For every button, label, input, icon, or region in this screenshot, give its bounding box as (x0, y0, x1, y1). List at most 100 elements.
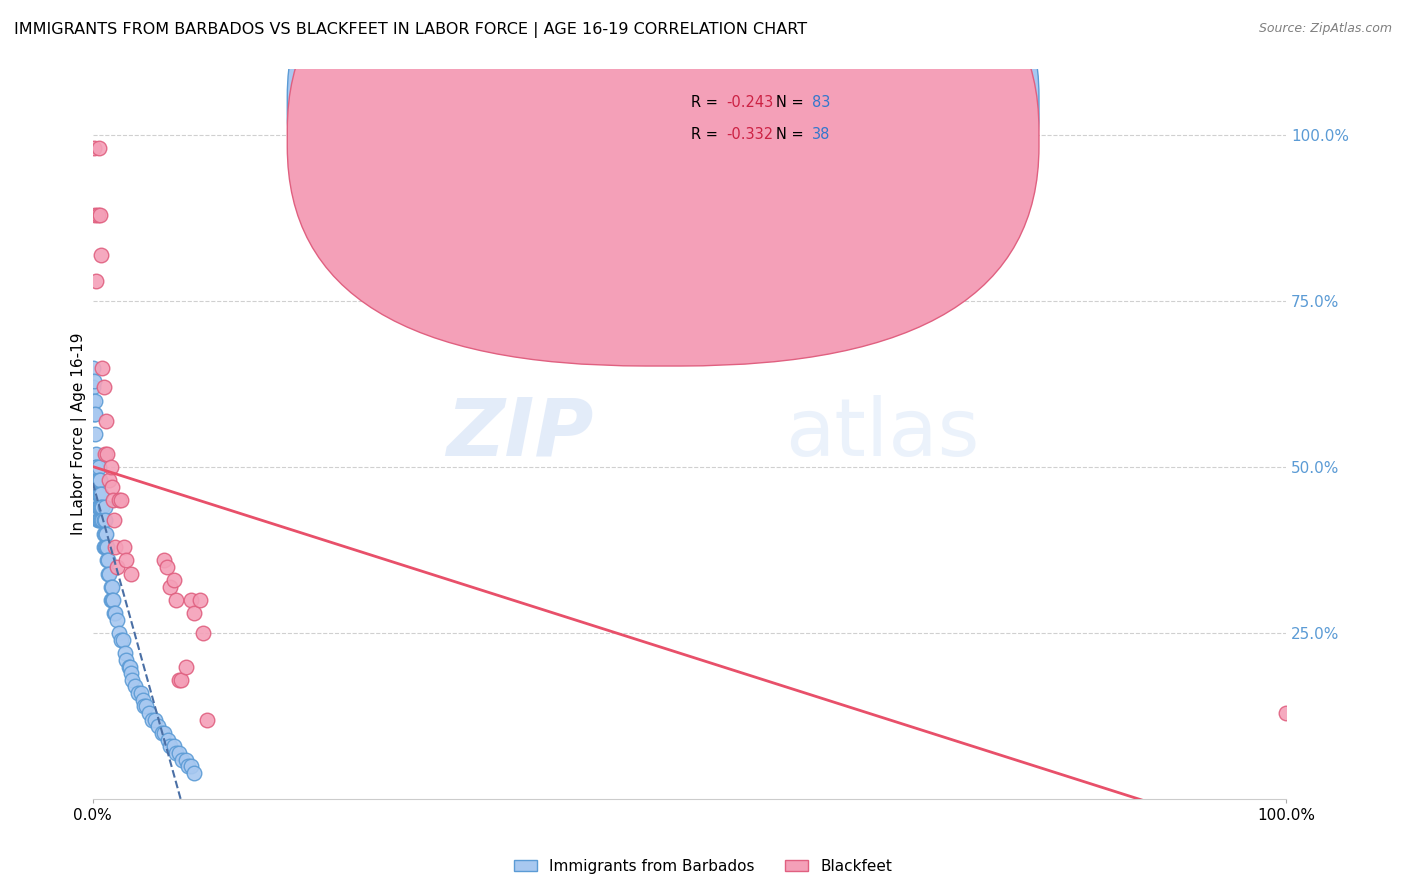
Point (100, 580, 122, 594)
Point (86, 274, 108, 288)
Point (101, 480, 124, 494)
Text: N =: N = (776, 127, 808, 142)
Text: 83: 83 (813, 95, 831, 111)
Point (86, 460, 108, 475)
Point (93, 447, 115, 461)
Point (93, 540, 115, 554)
Point (89, 208, 111, 222)
Point (163, 573, 186, 587)
Point (167, 746, 190, 760)
Point (177, 759, 200, 773)
Point (118, 659, 141, 673)
Text: Source: ZipAtlas.com: Source: ZipAtlas.com (1258, 22, 1392, 36)
Point (84, 427, 107, 442)
Point (132, 693, 155, 707)
Point (1275, 706, 1298, 720)
Point (83, 374, 105, 388)
Point (87, 487, 110, 501)
Point (87, 500, 110, 514)
Point (93, 526, 115, 541)
Point (174, 659, 197, 673)
Point (120, 666, 142, 681)
Text: -0.243: -0.243 (727, 95, 773, 111)
Point (153, 553, 176, 567)
Point (117, 659, 139, 673)
Text: R =: R = (690, 127, 723, 142)
Text: ZIP: ZIP (447, 395, 593, 473)
Point (97, 553, 120, 567)
Point (83, 407, 105, 421)
Point (93, 500, 115, 514)
FancyBboxPatch shape (624, 78, 928, 169)
Point (90, 513, 112, 527)
Point (89, 500, 111, 514)
Point (93, 540, 115, 554)
Point (110, 493, 132, 508)
Point (159, 580, 181, 594)
Point (90, 247, 112, 261)
Point (87, 460, 110, 475)
Point (191, 626, 214, 640)
Point (103, 607, 125, 621)
Point (195, 713, 218, 727)
Text: atlas: atlas (785, 395, 979, 473)
Point (86, 447, 108, 461)
Point (90, 487, 112, 501)
Point (135, 699, 157, 714)
Point (127, 686, 149, 700)
Point (167, 673, 190, 687)
Point (100, 460, 122, 475)
Point (148, 719, 170, 733)
Point (143, 713, 166, 727)
Text: -0.332: -0.332 (727, 127, 773, 142)
Point (163, 739, 186, 754)
Point (112, 540, 135, 554)
Point (105, 613, 128, 627)
Point (165, 746, 187, 760)
Point (91, 500, 114, 514)
Point (98, 566, 121, 581)
Point (96, 540, 118, 554)
Point (110, 632, 132, 647)
Point (188, 593, 211, 607)
Point (91, 360, 114, 375)
Point (87, 141, 110, 155)
Point (103, 513, 125, 527)
Point (96, 553, 118, 567)
Point (97, 566, 120, 581)
Text: IMMIGRANTS FROM BARBADOS VS BLACKFEET IN LABOR FORCE | AGE 16-19 CORRELATION CHA: IMMIGRANTS FROM BARBADOS VS BLACKFEET IN… (14, 22, 807, 38)
Point (108, 493, 131, 508)
Point (150, 726, 173, 740)
Point (183, 607, 205, 621)
FancyBboxPatch shape (287, 0, 1039, 366)
Point (84, 208, 107, 222)
Point (156, 560, 179, 574)
Point (115, 653, 138, 667)
Point (180, 593, 202, 607)
Point (83, 141, 105, 155)
Point (104, 607, 127, 621)
Point (138, 706, 160, 720)
Point (94, 414, 117, 428)
Point (115, 553, 138, 567)
Point (93, 380, 115, 394)
Legend: Immigrants from Barbados, Blackfeet: Immigrants from Barbados, Blackfeet (508, 853, 898, 880)
Point (86, 474, 108, 488)
Point (111, 632, 134, 647)
Point (159, 739, 181, 754)
Point (174, 753, 197, 767)
Point (96, 447, 118, 461)
Point (108, 626, 131, 640)
Point (156, 732, 179, 747)
Text: 38: 38 (813, 127, 831, 142)
Point (86, 208, 108, 222)
Point (180, 759, 202, 773)
Point (90, 500, 112, 514)
Point (89, 487, 111, 501)
Point (84, 393, 107, 408)
Point (121, 673, 143, 687)
Point (170, 673, 193, 687)
Point (104, 540, 127, 554)
Point (153, 726, 176, 740)
Point (94, 540, 117, 554)
